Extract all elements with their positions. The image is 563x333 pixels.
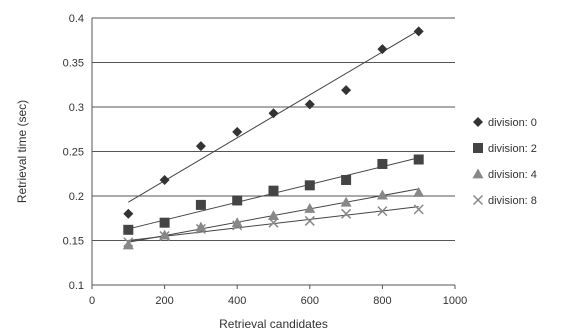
tick-labels: 0.1 0.15 0.2 0.25 0.3 0.35 0.4 0 200 400 600 800 100… [63,13,468,307]
legend-label-series-2: division: 4 [488,169,537,181]
x-axis-label: Retrieval candidates [219,317,328,331]
data-point-series-3-stroke [123,237,134,248]
legend: division: 0 division: 2 division: 4 divisio… [472,117,537,207]
legend-marker-series-3 [472,194,484,206]
data-point-series-3 [232,220,243,231]
data-point-series-3 [377,206,388,217]
data-point-series-3-stroke [304,215,315,226]
data-point-series-2 [376,189,388,200]
data-point-series-0 [304,99,315,110]
data-point-series-2 [231,217,243,228]
data-point-series-3 [195,223,206,234]
y-tick-label: 0.15 [63,236,84,248]
data-point-series-0 [341,85,352,96]
legend-marker-series-0 [473,117,483,127]
data-point-series-3 [123,237,134,248]
data-point-series-1 [195,199,206,210]
x-tick-label: 600 [301,295,319,307]
data-point-series-1 [268,185,279,196]
x-tick-label: 200 [155,295,173,307]
data-point-series-2 [304,202,316,213]
data-point-series-1 [377,158,388,169]
data-point-series-3-stroke [232,220,243,231]
data-point-series-2 [159,229,171,240]
y-axis-label: Retrieval time (sec) [15,100,29,203]
data-point-series-1 [413,154,424,165]
data-point-series-1 [304,180,315,191]
data-point-series-0 [413,26,424,37]
legend-label-series-3: division: 8 [488,195,537,207]
axes [91,18,456,289]
gridlines [92,17,455,286]
data-point-series-3-stroke [413,204,424,215]
data-point-series-3-stroke [377,206,388,217]
data-point-series-0 [232,126,243,137]
y-tick-label: 0.4 [69,13,84,25]
x-tick-label: 800 [373,295,391,307]
data-point-series-3 [268,217,279,228]
data-point-series-0 [159,174,170,185]
data-point-series-3 [413,204,424,215]
data-point-series-3 [304,215,315,226]
data-point-series-2 [268,210,279,220]
y-tick-label: 0.2 [69,191,84,203]
data-points [122,26,425,250]
data-point-series-3-stroke [268,217,279,228]
data-point-series-0 [195,141,206,152]
y-tick-label: 0.25 [63,147,84,159]
y-tick-label: 0.35 [63,58,84,70]
data-point-series-3 [341,208,352,219]
data-point-series-2 [413,186,425,197]
legend-label-series-1: division: 2 [488,143,537,155]
data-point-series-1 [159,217,170,228]
data-point-series-3 [159,231,170,242]
legend-label-series-0: division: 0 [488,117,537,129]
data-point-series-2 [195,221,207,232]
x-tick-label: 0 [89,295,95,307]
data-point-series-1 [123,224,134,235]
y-tick-label: 0.1 [69,280,84,292]
data-point-series-2 [122,239,134,250]
y-tick-label: 0.3 [69,102,84,114]
data-point-series-1 [341,174,352,185]
data-point-series-3-stroke [159,231,170,242]
legend-marker-series-1 [473,143,483,153]
data-point-series-3-stroke [195,223,206,234]
data-point-series-0 [123,208,134,219]
data-point-series-0 [268,108,279,119]
legend-marker-series-3-stroke [472,194,484,206]
legend-marker-series-2 [472,168,484,179]
data-point-series-1 [232,195,243,206]
data-point-series-2 [340,196,352,207]
data-point-series-3-stroke [341,208,352,219]
data-point-series-0 [377,44,388,55]
x-tick-label: 400 [228,295,246,307]
x-tick-label: 1000 [443,295,467,307]
